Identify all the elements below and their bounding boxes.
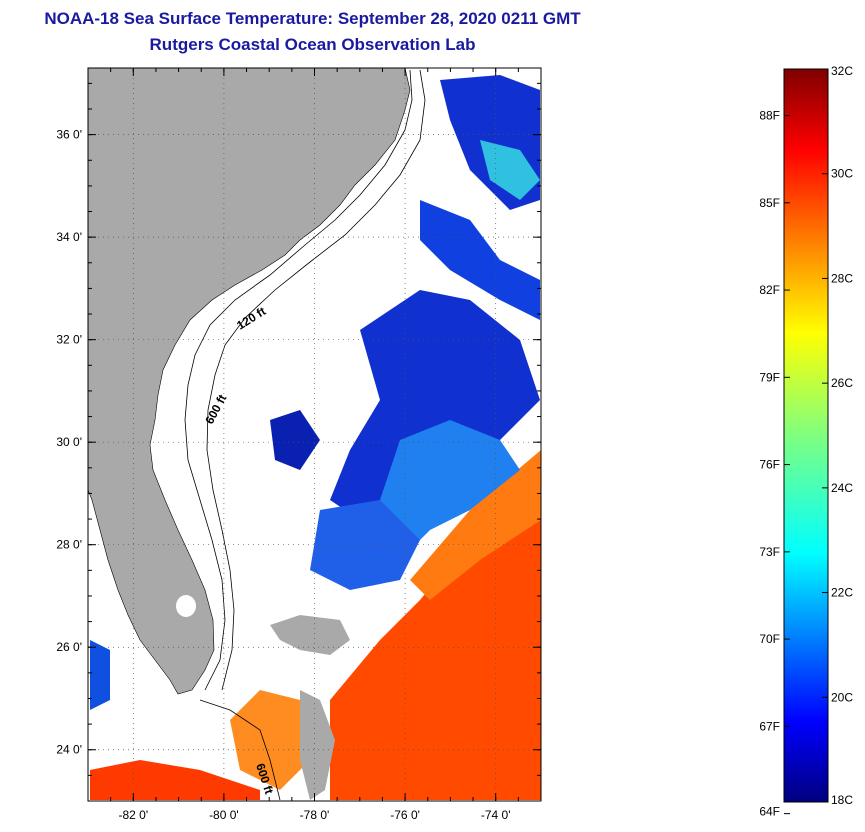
cool-water-patch-4 <box>420 200 540 320</box>
colorbar-celsius-label: 22C <box>831 586 853 600</box>
lat-label: 26 0' <box>56 640 82 654</box>
cool-water-patch-2 <box>370 420 520 560</box>
map-title: NOAA-18 Sea Surface Temperature: Septemb… <box>44 9 581 28</box>
colorbar-fahrenheit-label: 64F <box>759 805 780 819</box>
warm-water-region-2 <box>410 450 541 600</box>
lat-label: 34 0' <box>56 230 82 244</box>
colorbar-celsius-label: 20C <box>831 690 853 704</box>
colorbar-celsius-label: 32C <box>831 64 853 78</box>
colorbar-fahrenheit-label: 88F <box>759 109 780 123</box>
lat-label: 32 0' <box>56 333 82 347</box>
lat-label: 24 0' <box>56 743 82 757</box>
colorbar-fahrenheit-label: 85F <box>759 196 780 210</box>
colorbar-celsius-label: 30C <box>831 167 853 181</box>
colorbar-fahrenheit-label: 67F <box>759 719 780 733</box>
colorbar-fahrenheit-label: 73F <box>759 545 780 559</box>
colorbar-fahrenheit-label: 76F <box>759 458 780 472</box>
graticule <box>88 68 541 801</box>
lat-label: 36 0' <box>56 128 82 142</box>
bahamas-land-2 <box>300 690 335 800</box>
colorbar-celsius-label: 28C <box>831 271 853 285</box>
colorbar-fahrenheit-label: 70F <box>759 632 780 646</box>
cool-water-patch-8 <box>90 640 110 710</box>
colorbar-celsius-label: 24C <box>831 481 853 495</box>
colorbar-celsius-label: 26C <box>831 376 853 390</box>
cool-water-patch-6 <box>480 140 540 200</box>
lon-label: -82 0' <box>118 808 148 822</box>
lon-label: -80 0' <box>209 808 239 822</box>
cool-water-patch <box>330 290 540 520</box>
contour-600ft-south <box>199 699 281 801</box>
contour-120ft <box>184 69 413 691</box>
lake-okeechobee <box>176 595 196 617</box>
lon-label: -74 0' <box>481 808 511 822</box>
lat-label: 30 0' <box>56 435 82 449</box>
contour-600ft <box>206 69 426 691</box>
colorbar-fahrenheit-label: 82F <box>759 283 780 297</box>
colorbar-fahrenheit-label: 79F <box>759 370 780 384</box>
lon-label: -76 0' <box>390 808 420 822</box>
cool-water-patch-7 <box>310 500 420 590</box>
colorbar-scale <box>783 68 829 803</box>
warm-water-region-4 <box>230 690 310 790</box>
colorbar-celsius-label: 18C <box>831 793 853 807</box>
land-mass <box>88 68 411 695</box>
map-subtitle: Rutgers Coastal Ocean Observation Lab <box>149 35 476 54</box>
warm-water-region-3 <box>90 760 260 800</box>
lat-label: 28 0' <box>56 538 82 552</box>
bahamas-land <box>270 615 350 655</box>
cool-water-patch-3 <box>270 410 320 470</box>
lon-label: -78 0' <box>300 808 330 822</box>
